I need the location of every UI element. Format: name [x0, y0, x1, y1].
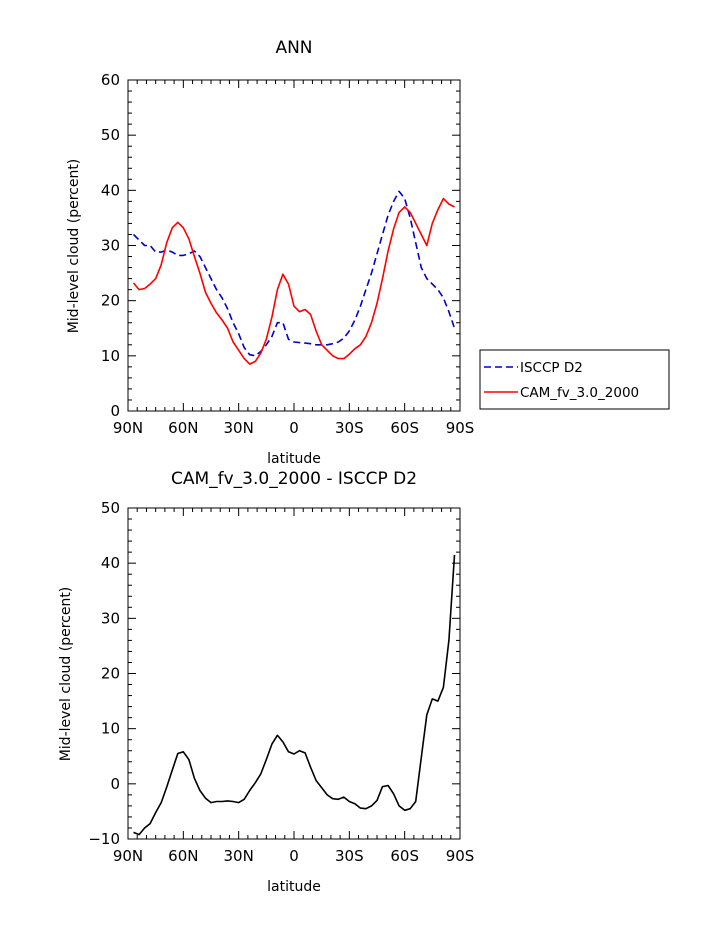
bottom-panel: CAM_fv_3.0_2000 - ISCCP D2 90N 60N 30N 0 30S… [58, 469, 474, 895]
top-y-tick-label: 0 [110, 402, 120, 420]
bottom-chart-title: CAM_fv_3.0_2000 - ISCCP D2 [171, 469, 417, 489]
bottom-y-tick-label: 40 [101, 554, 120, 572]
bottom-y-tick-label: 50 [101, 499, 120, 517]
top-x-tick-label: 0 [289, 419, 299, 437]
bottom-y-tick-label: 0 [110, 775, 120, 793]
top-y-tick-label: 10 [101, 347, 120, 365]
top-x-tick-label: 90N [113, 419, 143, 437]
top-y-tick-label: 60 [101, 71, 120, 89]
top-series-line-isccp-d2 [132, 190, 456, 357]
top-y-tick-label: 30 [101, 237, 120, 255]
top-y-tick-label: 40 [101, 181, 120, 199]
bottom-y-tick-label: 30 [101, 609, 120, 627]
top-y-tick-label: 20 [101, 292, 120, 310]
top-x-tick-label: 60N [168, 419, 198, 437]
bottom-x-tick-label: 30S [335, 847, 364, 865]
bottom-x-tick-label: 30N [224, 847, 254, 865]
bottom-series-line-difference [133, 554, 456, 836]
bottom-y-tick-label: 20 [101, 665, 120, 683]
top-x-axis-label: latitude [267, 451, 321, 467]
top-x-tick-label: 30N [224, 419, 254, 437]
legend-label-cam: CAM_fv_3.0_2000 [520, 385, 639, 401]
legend-box [479, 349, 670, 410]
bottom-y-tick-label: −10 [88, 830, 120, 848]
top-x-tick-label: 60S [390, 419, 419, 437]
top-chart-title: ANN [275, 38, 312, 58]
bottom-x-tick-label: 60S [390, 847, 419, 865]
top-x-tick-label: 90S [446, 419, 475, 437]
legend: ISCCP D2 CAM_fv_3.0_2000 [479, 349, 670, 410]
top-panel: ANN 90N 60N 30N 0 30S 60S 90S 0 10 20 30 40 50 60 lat… [66, 38, 670, 467]
bottom-x-axis-label: latitude [267, 879, 321, 895]
top-y-tick-label: 50 [101, 126, 120, 144]
top-plot-frame [127, 79, 461, 412]
bottom-y-axis-label: Mid-level cloud (percent) [58, 587, 74, 762]
bottom-plot-frame [127, 507, 461, 840]
bottom-x-tick-label: 90S [446, 847, 475, 865]
top-y-axis-label: Mid-level cloud (percent) [66, 159, 82, 334]
top-series-line-cam-fv-3-0-2000 [132, 197, 455, 365]
bottom-x-tick-label: 90N [113, 847, 143, 865]
bottom-x-tick-label: 0 [289, 847, 299, 865]
top-x-tick-label: 30S [335, 419, 364, 437]
legend-label-isccp-d2: ISCCP D2 [520, 360, 583, 376]
bottom-y-tick-label: 10 [101, 720, 120, 738]
bottom-x-tick-label: 60N [168, 847, 198, 865]
